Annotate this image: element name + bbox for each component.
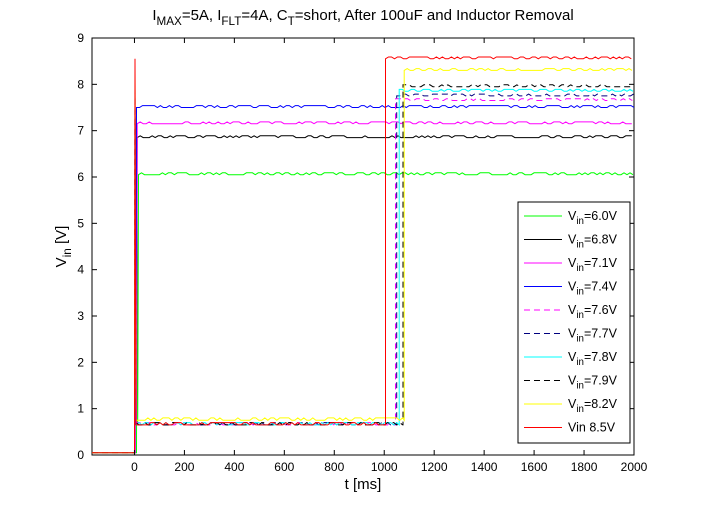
x-tick-label: 1600: [521, 460, 548, 474]
series-line-9: [92, 68, 633, 454]
legend-entry: Vin=7.1V: [568, 256, 618, 274]
x-tick-label: 1800: [571, 460, 598, 474]
y-tick-label: 3: [77, 309, 84, 323]
y-tick-label: 2: [77, 355, 84, 369]
legend-entry: Vin=6.0V: [568, 209, 618, 227]
series-line-4: [92, 105, 634, 454]
legend-entry: Vin=7.6V: [568, 303, 618, 321]
x-tick-label: 1200: [421, 460, 448, 474]
y-tick-label: 0: [77, 448, 84, 462]
x-tick-label: 200: [174, 460, 194, 474]
y-tick-label: 1: [77, 402, 84, 416]
x-tick-label: 0: [131, 460, 138, 474]
y-tick-label: 7: [77, 124, 84, 138]
y-tick-label: 9: [77, 31, 84, 45]
legend-entry: Vin=7.4V: [568, 280, 618, 298]
x-tick-label: 2000: [621, 460, 648, 474]
series-line-10: [92, 56, 632, 454]
series-layer: [92, 56, 634, 454]
x-tick-label: 600: [274, 460, 294, 474]
chart-title: IMAX=5A, IFLT=4A, CT=short, After 100uF …: [152, 7, 573, 28]
series-line-1: [92, 172, 634, 454]
x-tick-label: 1400: [471, 460, 498, 474]
series-line-5: [92, 98, 633, 454]
y-axis-label: Vin [V]: [53, 226, 74, 268]
legend-box: [517, 201, 631, 444]
legend-entry: Vin=6.8V: [568, 233, 618, 251]
axes-layer: 0 200 400 600 800 1000 1200 1400 1600 1800 2000 0 1 2…: [77, 31, 647, 474]
legend-entry: Vin=8.2V: [568, 397, 618, 415]
y-tick-label: 8: [77, 77, 84, 91]
x-tick-label: 1000: [371, 460, 398, 474]
legend-entry: Vin=7.9V: [568, 374, 618, 392]
y-tick-label: 6: [77, 170, 84, 184]
x-tick-label: 400: [224, 460, 244, 474]
legend-entry: Vin=7.7V: [568, 327, 618, 345]
y-tick-label: 5: [77, 216, 84, 230]
x-axis-label: t [ms]: [345, 476, 382, 493]
legend-entry: Vin=7.8V: [568, 350, 618, 368]
legend-entry: Vin 8.5V: [568, 421, 616, 435]
x-tick-label: 800: [324, 460, 344, 474]
series-line-2: [92, 135, 632, 454]
y-tick-label: 4: [77, 263, 84, 277]
legend: Vin=6.0V Vin=6.8V Vin=7.1V Vin=7.4V Vin=7.6V…: [517, 201, 631, 444]
series-line-3: [92, 121, 632, 454]
